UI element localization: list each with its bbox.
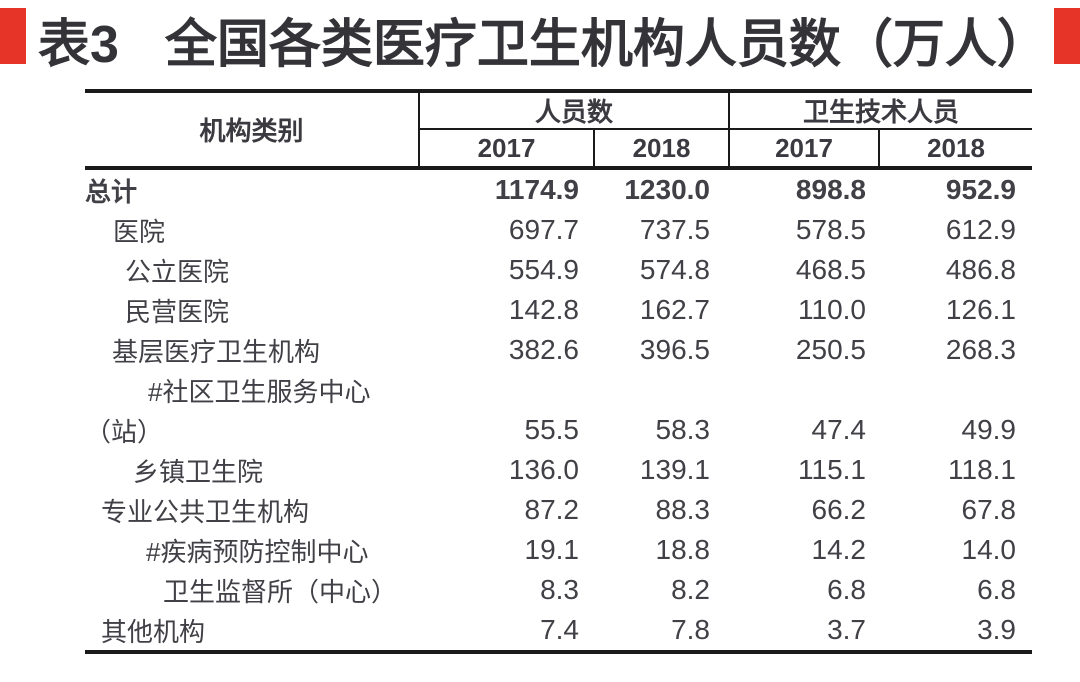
cell-value: 6.8: [977, 574, 1016, 605]
table-row: 民营医院 142.8 162.7 110.0 126.1: [85, 290, 1032, 330]
header-group-health-tech: 卫生技术人员: [730, 93, 1032, 130]
cell-value: 115.1: [798, 454, 866, 485]
cell-value: 126.1: [945, 294, 1016, 325]
table-row: 公立医院 554.9 574.8 468.5 486.8: [85, 250, 1032, 290]
cell-value: 612.9: [945, 214, 1016, 245]
cell-value: 7.8: [671, 614, 710, 645]
row-label: #社区卫生服务中心: [148, 376, 371, 407]
table-row: （站） 55.5 58.3 47.4 49.9: [85, 410, 1032, 450]
header-year-healthtech-2018: 2018: [927, 132, 985, 163]
cell-value: 396.5: [639, 334, 710, 365]
row-label: 公立医院: [125, 256, 230, 287]
cell-value: 3.9: [977, 614, 1016, 645]
cell-value: 49.9: [961, 414, 1017, 445]
cell-value: 55.5: [524, 414, 580, 445]
row-label: #疾病预防控制中心: [146, 536, 369, 567]
header-year-personnel-2018: 2018: [595, 130, 730, 166]
cell-value: 87.2: [524, 494, 580, 525]
cell-value: 1230.0: [624, 174, 710, 205]
cell-value: 268.3: [945, 334, 1016, 365]
table-row: 医院 697.7 737.5 578.5 612.9: [85, 210, 1032, 250]
cell-value: 8.3: [540, 574, 579, 605]
red-edge-decoration-left: [0, 8, 26, 64]
cell-value: 162.7: [639, 294, 710, 325]
cell-value: 382.6: [508, 334, 579, 365]
table-row: 乡镇卫生院 136.0 139.1 115.1 118.1: [85, 450, 1032, 490]
row-label: （站）: [85, 416, 164, 447]
statistics-table: 机构类别 人员数 卫生技术人员 2017 2018 2017 2018 总计 11…: [85, 89, 1032, 654]
cell-value: 110.0: [798, 294, 866, 325]
cell-value: 142.8: [508, 294, 579, 325]
row-label: 乡镇卫生院: [133, 456, 264, 487]
row-label: 医院: [113, 216, 166, 247]
cell-value: 1174.9: [494, 174, 579, 205]
cell-value: 139.1: [639, 454, 710, 485]
table-header: 机构类别 人员数 卫生技术人员 2017 2018 2017 2018: [85, 89, 1032, 170]
cell-value: 898.8: [795, 174, 866, 205]
row-label: 卫生监督所（中心）: [163, 576, 398, 607]
cell-value: 574.8: [639, 254, 710, 285]
row-label: 专业公共卫生机构: [101, 496, 310, 527]
cell-value: 88.3: [655, 494, 711, 525]
cell-value: 118.1: [948, 454, 1016, 485]
cell-value: 18.8: [655, 534, 711, 565]
cell-value: 47.4: [811, 414, 867, 445]
header-group-personnel: 人员数: [420, 93, 730, 130]
red-edge-decoration-right: [1054, 8, 1080, 64]
cell-value: 952.9: [945, 174, 1016, 205]
table-number-label: 表3: [38, 16, 119, 74]
table-row: 基层医疗卫生机构 382.6 396.5 250.5 268.3: [85, 330, 1032, 370]
table-row: 其他机构 7.4 7.8 3.7 3.9: [85, 610, 1032, 650]
row-label: 基层医疗卫生机构: [112, 336, 321, 367]
row-label: 总计: [85, 176, 138, 207]
cell-value: 8.2: [671, 574, 710, 605]
header-institution-type: 机构类别: [85, 93, 420, 166]
cell-value: 6.8: [827, 574, 866, 605]
cell-value: 66.2: [811, 494, 867, 525]
row-label: 民营医院: [125, 296, 230, 327]
header-year-healthtech-2017: 2017: [730, 130, 880, 166]
cell-value: 578.5: [795, 214, 866, 245]
cell-value: 486.8: [945, 254, 1016, 285]
header-year-personnel-2017: 2017: [420, 130, 595, 166]
table-body: 总计 1174.9 1230.0 898.8 952.9 医院 697.7 737.5 578.…: [85, 170, 1032, 654]
cell-value: 67.8: [961, 494, 1017, 525]
cell-value: 3.7: [827, 614, 866, 645]
cell-value: 58.3: [655, 414, 711, 445]
table-title-text: 全国各类医疗卫生机构人员数（万人）: [164, 16, 1049, 74]
cell-value: 250.5: [795, 334, 866, 365]
row-label: 其他机构: [101, 616, 206, 647]
cell-value: 737.5: [639, 214, 710, 245]
table-row: 卫生监督所（中心） 8.3 8.2 6.8 6.8: [85, 570, 1032, 610]
page-title: 表3 全国各类医疗卫生机构人员数（万人）: [38, 14, 1049, 76]
table-row: #社区卫生服务中心: [85, 370, 1032, 410]
cell-value: 468.5: [795, 254, 866, 285]
cell-value: 554.9: [508, 254, 579, 285]
table-row: #疾病预防控制中心 19.1 18.8 14.2 14.0: [85, 530, 1032, 570]
cell-value: 14.2: [811, 534, 867, 565]
table-row: 专业公共卫生机构 87.2 88.3 66.2 67.8: [85, 490, 1032, 530]
cell-value: 697.7: [508, 214, 579, 245]
cell-value: 136.0: [508, 454, 579, 485]
cell-value: 14.0: [961, 534, 1017, 565]
table-row: 总计 1174.9 1230.0 898.8 952.9: [85, 170, 1032, 210]
cell-value: 7.4: [540, 614, 579, 645]
cell-value: 19.1: [524, 534, 580, 565]
